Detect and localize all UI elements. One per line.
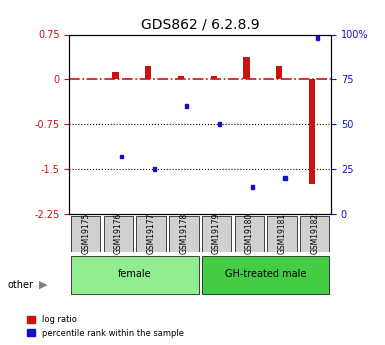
Bar bbox=[152, 167, 156, 171]
FancyBboxPatch shape bbox=[71, 256, 199, 294]
FancyBboxPatch shape bbox=[202, 256, 330, 294]
Text: ▶: ▶ bbox=[38, 280, 47, 289]
Text: GSM19181: GSM19181 bbox=[278, 213, 286, 254]
Title: GDS862 / 6.2.8.9: GDS862 / 6.2.8.9 bbox=[141, 18, 259, 32]
Bar bbox=[309, 79, 315, 184]
Text: GSM19182: GSM19182 bbox=[310, 213, 319, 254]
Text: GSM19180: GSM19180 bbox=[245, 213, 254, 254]
Text: female: female bbox=[118, 269, 152, 279]
Text: GSM19179: GSM19179 bbox=[212, 213, 221, 254]
FancyBboxPatch shape bbox=[136, 216, 166, 252]
Bar bbox=[218, 122, 221, 126]
FancyBboxPatch shape bbox=[71, 216, 100, 252]
Bar bbox=[211, 76, 217, 79]
Bar bbox=[112, 72, 119, 79]
Text: GSM19178: GSM19178 bbox=[179, 213, 188, 254]
Bar bbox=[243, 57, 249, 79]
Legend: log ratio, percentile rank within the sample: log ratio, percentile rank within the sa… bbox=[23, 312, 187, 341]
Text: GSM19177: GSM19177 bbox=[147, 213, 156, 254]
Text: GSM19175: GSM19175 bbox=[81, 213, 90, 254]
Text: GH-treated male: GH-treated male bbox=[225, 269, 306, 279]
Bar bbox=[120, 155, 123, 158]
Bar bbox=[283, 176, 286, 180]
FancyBboxPatch shape bbox=[267, 216, 297, 252]
Text: other: other bbox=[8, 280, 34, 289]
FancyBboxPatch shape bbox=[104, 216, 133, 252]
Bar bbox=[276, 66, 282, 79]
Bar bbox=[316, 36, 319, 40]
FancyBboxPatch shape bbox=[234, 216, 264, 252]
Bar bbox=[185, 105, 188, 108]
FancyBboxPatch shape bbox=[169, 216, 199, 252]
Text: GSM19176: GSM19176 bbox=[114, 213, 123, 254]
Bar bbox=[145, 66, 151, 79]
FancyBboxPatch shape bbox=[202, 216, 231, 252]
FancyBboxPatch shape bbox=[300, 216, 330, 252]
Bar bbox=[251, 185, 254, 189]
Bar bbox=[178, 76, 184, 79]
